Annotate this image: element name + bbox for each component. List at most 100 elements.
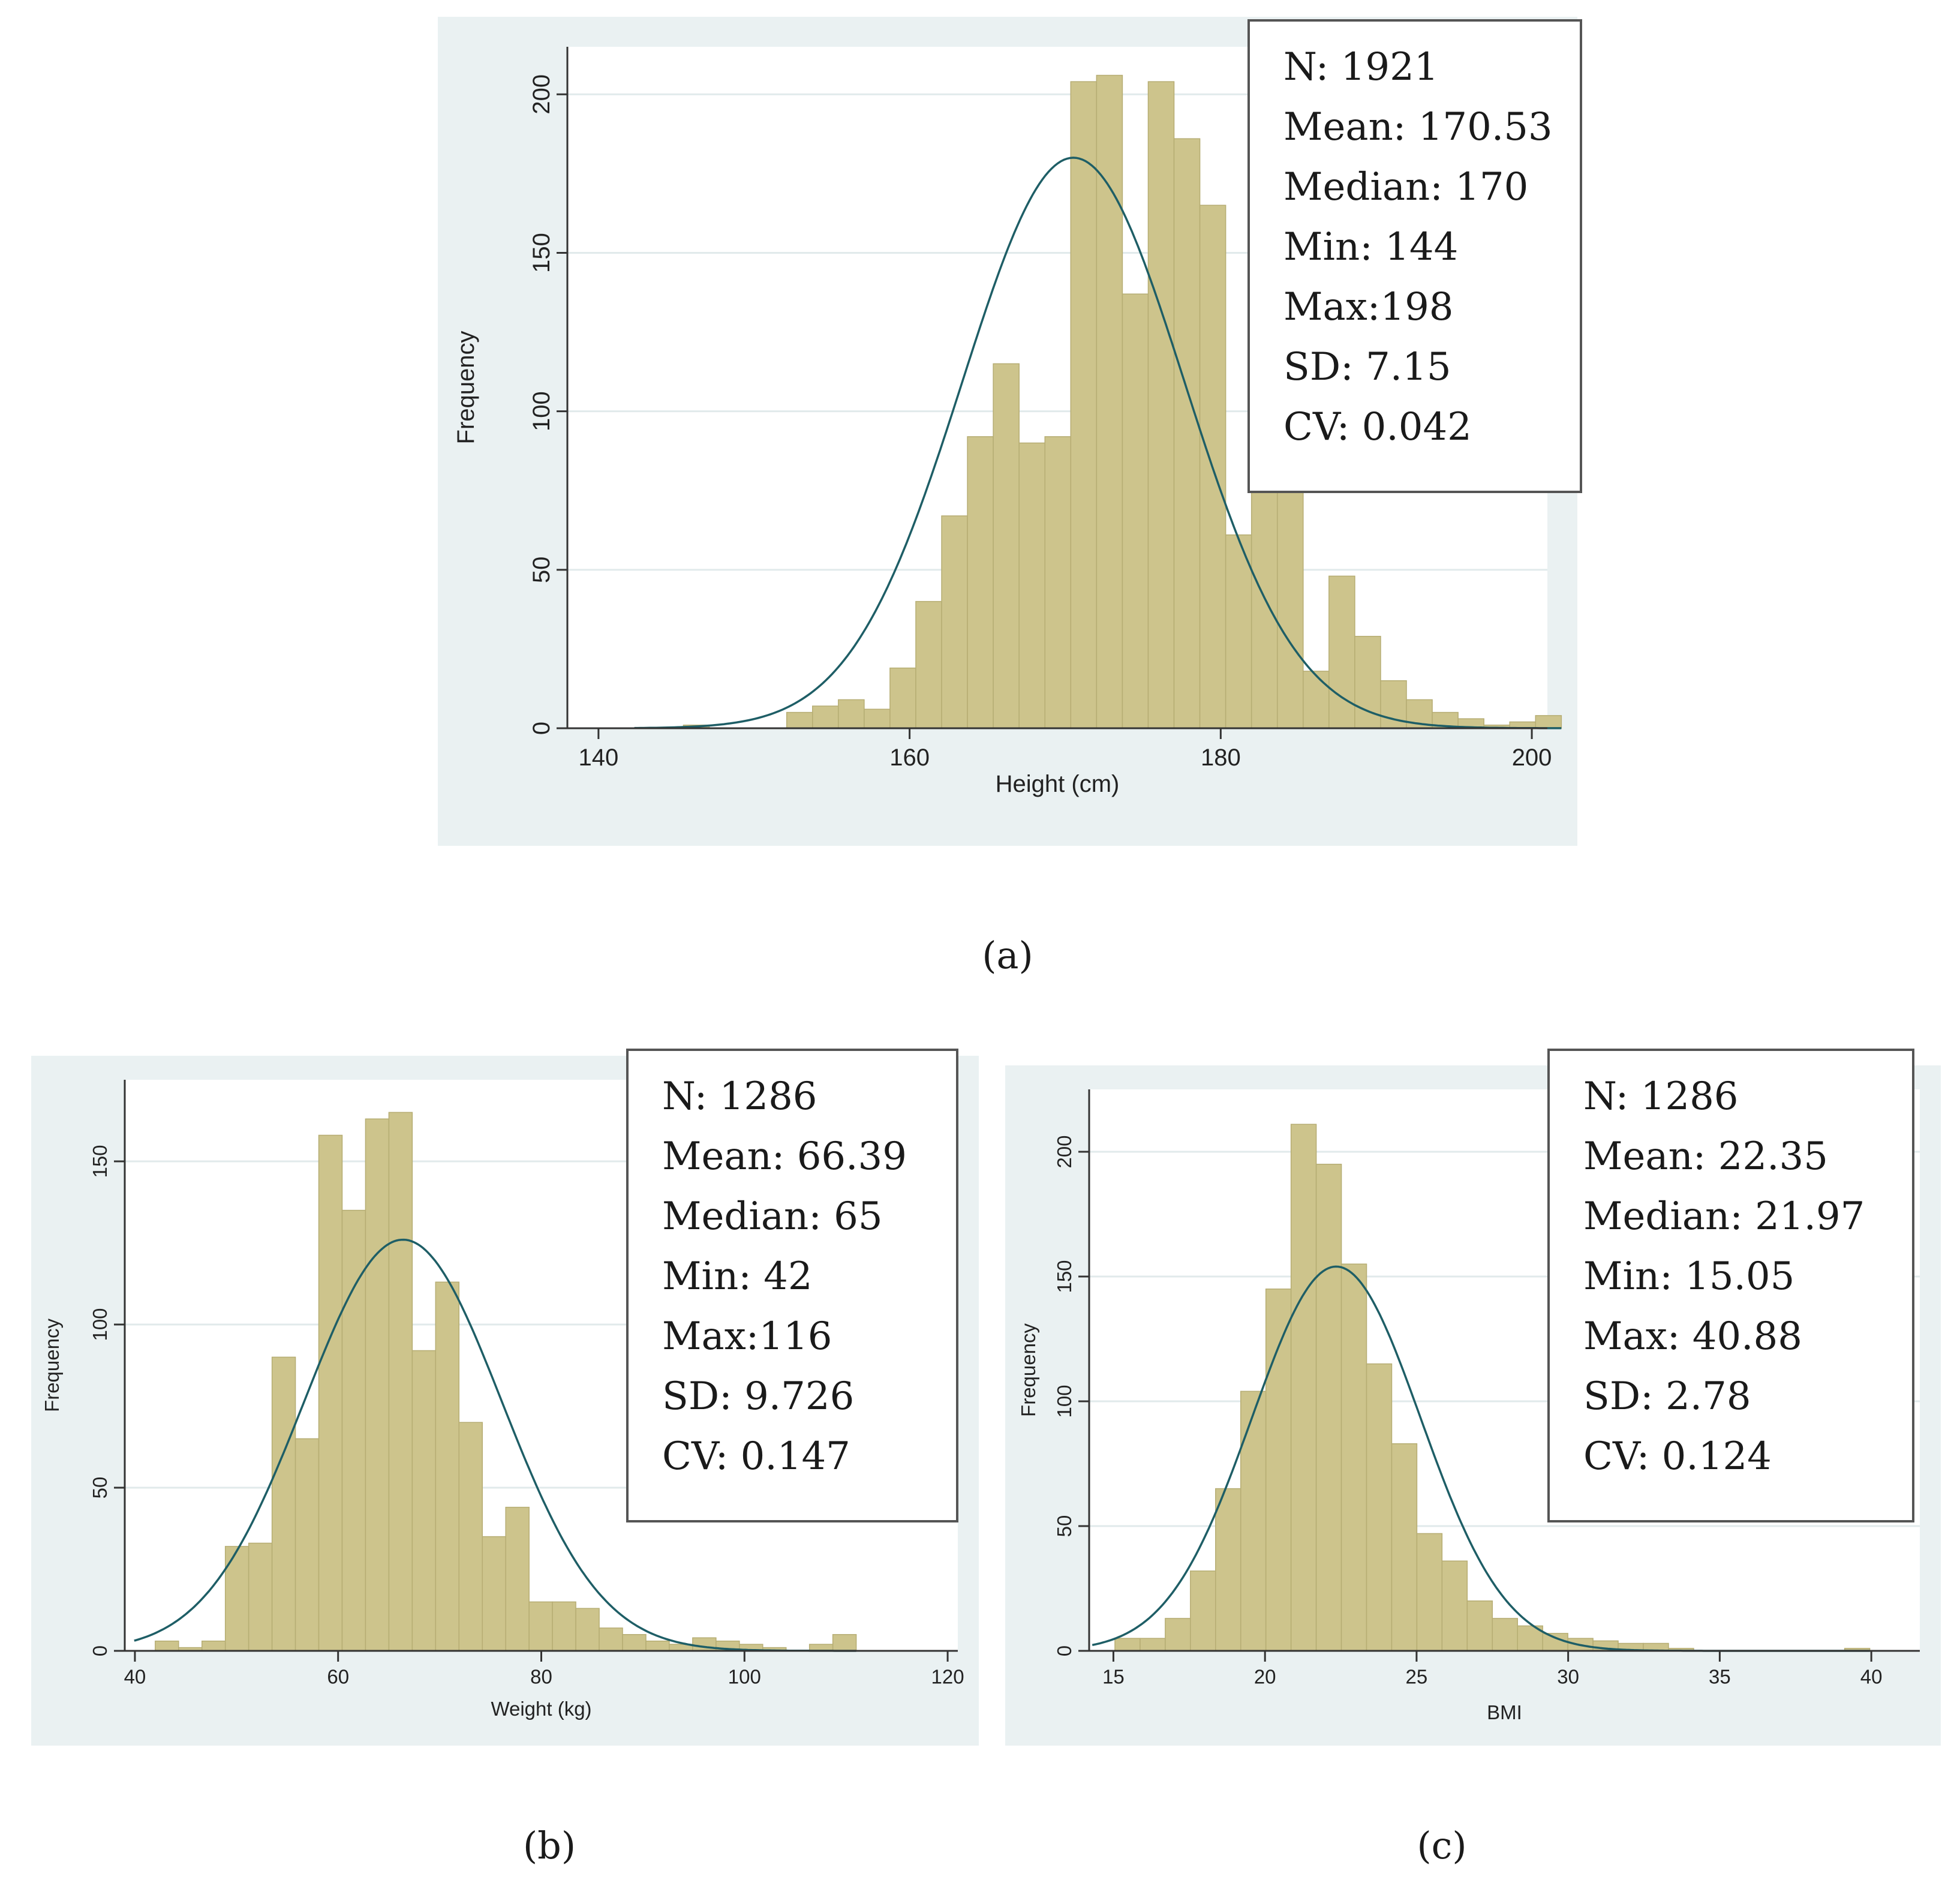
- histogram-bar: [1366, 1363, 1393, 1651]
- histogram-bar: [1215, 1488, 1241, 1651]
- stat-sd: SD: 2.78: [1583, 1374, 1751, 1419]
- stat-n: N: 1286: [1583, 1074, 1739, 1119]
- histogram-bar: [1240, 1391, 1267, 1651]
- histogram-bar: [1340, 1263, 1367, 1651]
- histogram-bar: [365, 1118, 390, 1651]
- histogram-bar: [1315, 1164, 1342, 1651]
- normal-curve: [134, 1238, 856, 1652]
- y-tick-label: 200: [528, 74, 555, 115]
- y-tick-label: 0: [528, 722, 555, 735]
- histogram-bar: [1018, 442, 1046, 729]
- stat-max: Max:198: [1283, 285, 1454, 329]
- x-tick-label: 15: [1102, 1665, 1125, 1687]
- histogram-bar: [1535, 715, 1562, 729]
- x-axis-title: BMI: [1487, 1701, 1522, 1723]
- y-axis-title: Frequency: [41, 1319, 63, 1412]
- histogram-bar: [1328, 575, 1355, 729]
- x-tick-label: 120: [931, 1665, 964, 1687]
- histogram-bar: [1265, 1289, 1292, 1651]
- histogram-bar: [941, 515, 968, 729]
- histogram-bar: [838, 699, 865, 729]
- y-tick-label: 200: [1053, 1135, 1075, 1168]
- histogram-bar: [967, 436, 994, 729]
- stat-min: Min: 15.05: [1583, 1254, 1795, 1299]
- x-tick-label: 30: [1557, 1665, 1579, 1687]
- stat-cv: CV: 0.124: [1583, 1434, 1772, 1479]
- histogram-bar: [294, 1438, 320, 1651]
- y-axis-title: Frequency: [453, 331, 479, 445]
- histogram-bar: [1140, 1638, 1166, 1651]
- x-tick-label: 60: [327, 1665, 349, 1687]
- histogram-bar: [248, 1542, 273, 1651]
- caption-b: (b): [522, 1824, 576, 1867]
- x-tick-label: 140: [578, 744, 618, 771]
- y-tick-label: 50: [89, 1477, 111, 1499]
- histogram-bar: [435, 1281, 460, 1651]
- histogram-bar: [692, 1637, 717, 1651]
- histogram-bar: [482, 1536, 506, 1651]
- histogram-bar: [201, 1640, 226, 1651]
- stat-cv: CV: 0.042: [1283, 405, 1472, 449]
- histogram-bar: [645, 1640, 670, 1651]
- stat-mean: Mean: 22.35: [1583, 1134, 1828, 1179]
- stat-max: Max:116: [662, 1314, 832, 1359]
- stat-mean: Mean: 66.39: [662, 1134, 907, 1179]
- histogram-bar: [622, 1634, 647, 1651]
- y-tick-label: 50: [528, 557, 555, 584]
- histogram-bar: [1165, 1618, 1191, 1651]
- y-tick-label: 100: [1053, 1385, 1075, 1417]
- stat-n: N: 1286: [662, 1074, 817, 1119]
- histogram-bar: [318, 1134, 343, 1651]
- histogram-bar: [993, 363, 1020, 729]
- panel-a: 140 160 180 200 0 50 100 150 200 Height (cm) Frequ…: [438, 17, 1582, 846]
- histogram-bar: [1070, 81, 1098, 729]
- histogram-bar: [812, 705, 839, 729]
- histogram-bar: [1096, 74, 1123, 729]
- stat-min: Min: 42: [662, 1254, 813, 1299]
- histogram-bar: [1354, 636, 1381, 729]
- histogram-bar: [1225, 534, 1252, 729]
- stat-sd: SD: 7.15: [1283, 345, 1451, 389]
- x-tick-label: 35: [1709, 1665, 1731, 1687]
- histogram-bar: [1122, 293, 1149, 729]
- stat-sd: SD: 9.726: [662, 1374, 855, 1419]
- histogram-bar: [1044, 436, 1072, 729]
- histogram-bar: [155, 1640, 179, 1651]
- histogram-bar: [1173, 138, 1201, 729]
- y-tick-label: 150: [1053, 1260, 1075, 1293]
- y-tick-label: 150: [89, 1145, 111, 1178]
- histogram-bar: [411, 1350, 437, 1651]
- histogram-weight: 40 60 80 100 120 0 50 100 150 Weight (kg) Frequenc…: [31, 1056, 979, 1746]
- caption-a: (a): [982, 933, 1033, 977]
- x-tick-label: 100: [728, 1665, 761, 1687]
- y-tick-label: 150: [528, 233, 555, 273]
- histogram-bar: [505, 1506, 530, 1651]
- y-tick-label: 0: [1053, 1645, 1075, 1656]
- histogram-bar: [388, 1112, 413, 1651]
- histogram-bar: [341, 1209, 366, 1651]
- histogram-bar: [1441, 1560, 1468, 1651]
- histogram-bar: [575, 1608, 600, 1651]
- histogram-bar: [1303, 671, 1330, 729]
- x-tick-label: 180: [1201, 744, 1241, 771]
- histogram-bar: [1114, 1638, 1141, 1651]
- y-axis-title: Frequency: [1017, 1323, 1039, 1417]
- x-tick-label: 25: [1406, 1665, 1428, 1687]
- panel-c: 15 20 25 30 35 40 0 50 100 150 200 BMI Frequency N: …: [1005, 1049, 1941, 1746]
- caption-c: (c): [1417, 1824, 1467, 1867]
- histogram-bar: [1492, 1618, 1518, 1651]
- histogram-bar: [915, 600, 942, 729]
- x-tick-label: 160: [889, 744, 930, 771]
- stat-median: Median: 65: [662, 1194, 883, 1239]
- stats-box-b: N: 1286 Mean: 66.39 Median: 65 Min: 42 M…: [626, 1049, 958, 1522]
- x-tick-label: 40: [1860, 1665, 1883, 1687]
- stats-box-a: N: 1921 Mean: 170.53 Median: 170 Min: 14…: [1247, 19, 1582, 493]
- x-tick-label: 80: [530, 1665, 552, 1687]
- panel-b: 40 60 80 100 120 0 50 100 150 Weight (kg) Frequenc…: [31, 1049, 979, 1746]
- stat-cv: CV: 0.147: [662, 1434, 850, 1479]
- stat-median: Median: 21.97: [1583, 1194, 1865, 1239]
- histogram-bar: [552, 1601, 576, 1651]
- y-tick-label: 100: [528, 391, 555, 431]
- x-tick-label: 40: [124, 1665, 146, 1687]
- histogram-bar: [528, 1601, 553, 1651]
